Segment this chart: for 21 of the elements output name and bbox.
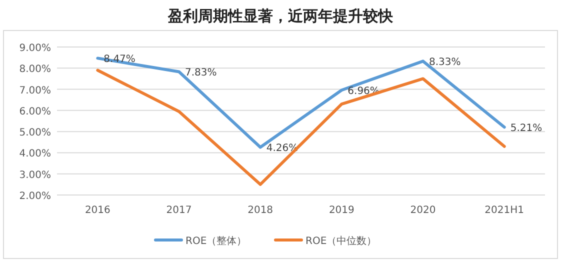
x-tick-label: 2019 <box>328 205 354 216</box>
data-label: 8.33% <box>429 57 461 68</box>
x-tick-label: 2016 <box>84 205 110 216</box>
data-label: 5.21% <box>510 123 542 134</box>
y-tick-label: 8.00% <box>19 64 51 76</box>
x-tick-label: 2020 <box>410 205 436 216</box>
line-series <box>96 68 506 186</box>
x-tick-label: 2021H1 <box>484 205 524 216</box>
y-tick-label: 6.00% <box>19 106 51 118</box>
y-tick-label: 9.00% <box>19 43 51 54</box>
y-tick-label: 2.00% <box>19 191 51 202</box>
chart-title: 盈利周期性显著，近两年提升较快 <box>167 7 394 25</box>
x-tick-label: 2017 <box>166 205 192 216</box>
legend-label: ROE（整体） <box>186 235 247 247</box>
y-tick-label: 3.00% <box>19 170 51 181</box>
y-tick-label: 5.00% <box>19 128 51 139</box>
x-tick-label: 2018 <box>248 205 274 216</box>
data-label: 7.83% <box>185 68 217 79</box>
y-tick-label: 4.00% <box>19 148 51 160</box>
legend-label: ROE（中位数） <box>306 235 377 247</box>
y-tick-label: 7.00% <box>19 85 51 96</box>
